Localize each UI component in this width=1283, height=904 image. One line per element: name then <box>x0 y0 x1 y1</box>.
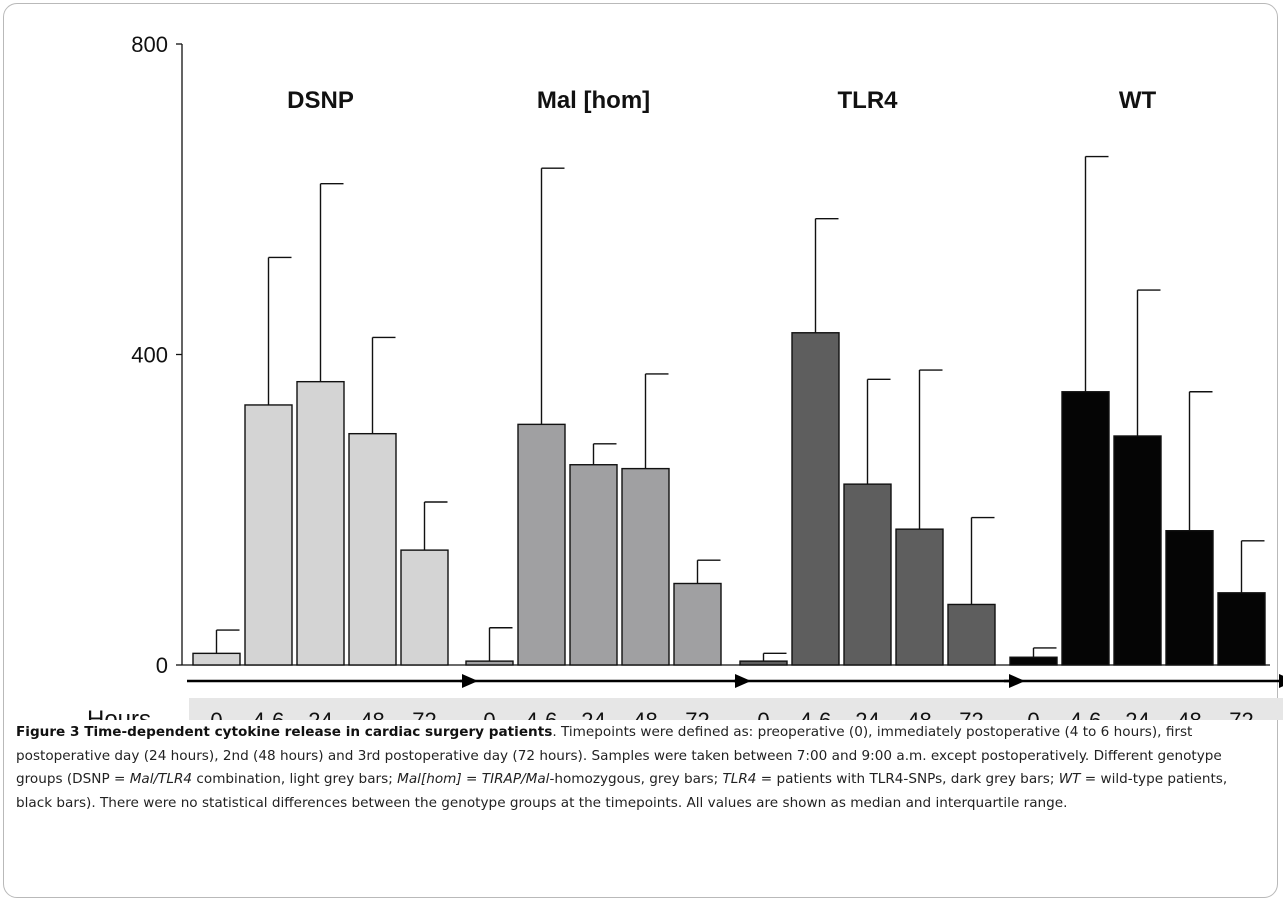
bar <box>621 467 670 666</box>
group-title: WT <box>1119 87 1157 114</box>
timepoint-box <box>462 698 753 720</box>
y-tick-label: 800 <box>131 32 168 57</box>
y-tick-label: 0 <box>156 653 168 678</box>
time-arrowhead <box>1279 674 1283 688</box>
timepoint-label: 72 <box>1229 708 1253 720</box>
bar <box>1113 435 1162 666</box>
timepoint-label: 48 <box>360 708 384 720</box>
timepoint-label: 4-6 <box>526 708 558 720</box>
group-title: DSNP <box>287 87 354 114</box>
bar <box>791 332 840 666</box>
timepoint-label: 0 <box>757 708 769 720</box>
caption-italic-4: TLR4 <box>722 771 757 787</box>
group-1: Mal [hom] 0 4-6 24 48 72 <box>460 87 753 720</box>
bar <box>400 549 449 666</box>
group-3: WT 0 4-6 24 48 72 <box>1004 87 1283 720</box>
bar <box>1061 391 1110 666</box>
caption-text-2: combination, light grey bars; <box>192 771 398 787</box>
bar <box>1009 656 1058 666</box>
bar <box>895 528 944 666</box>
timepoint-label: 24 <box>581 708 605 720</box>
timepoint-box <box>1006 698 1283 720</box>
caption-text-3: = <box>461 771 482 787</box>
timepoint-label: 24 <box>855 708 879 720</box>
group-title: Mal [hom] <box>537 87 650 114</box>
caption-italic-5: WT <box>1058 771 1081 787</box>
bar <box>517 423 566 666</box>
caption-text-1: . Timepoints were defined as: preoperati… <box>16 724 1222 787</box>
bar <box>348 432 397 666</box>
bar <box>947 603 996 666</box>
bar <box>673 582 722 666</box>
timepoint-box <box>736 698 1027 720</box>
timepoint-label: 4-6 <box>253 708 285 720</box>
caption-text-6: = wild-type patients, black bars). There… <box>16 771 1228 811</box>
timepoint-label: 0 <box>1027 708 1039 720</box>
caption-label: Figure 3 Time-dependent cytokine release… <box>16 724 553 740</box>
group-title: TLR4 <box>838 87 899 114</box>
bar <box>192 652 241 666</box>
timepoint-label: 72 <box>412 708 436 720</box>
timepoint-label: 0 <box>210 708 222 720</box>
bar <box>465 660 514 666</box>
timepoint-label: 72 <box>959 708 983 720</box>
timepoint-label: 24 <box>1125 708 1149 720</box>
bar-chart: 800 400 0 Hours DSNP 0 4-6 24 48 72 Mal [hom] 0 4-6… <box>87 32 1283 720</box>
timepoint-label: 72 <box>685 708 709 720</box>
bar <box>739 660 788 666</box>
bars: DSNP 0 4-6 24 48 72 Mal [hom] 0 4-6 24 48 72 TLR4 0 4-… <box>187 87 1283 720</box>
bar <box>1217 592 1266 666</box>
group-2: TLR4 0 4-6 24 48 72 <box>734 87 1027 720</box>
timepoint-label: 48 <box>907 708 931 720</box>
caption-italic-1: Mal/TLR4 <box>129 771 193 787</box>
timepoint-box <box>189 698 480 720</box>
timepoint-label: 48 <box>1177 708 1201 720</box>
bar <box>244 404 293 666</box>
bar <box>1165 530 1214 666</box>
bar <box>569 464 618 666</box>
x-axis-title: Hours <box>87 706 151 720</box>
caption-italic-2: Mal[hom] <box>397 771 462 787</box>
timepoint-label: 4-6 <box>1070 708 1102 720</box>
timepoint-label: 48 <box>633 708 657 720</box>
y-tick-label: 400 <box>131 343 168 368</box>
timepoint-label: 4-6 <box>800 708 832 720</box>
caption-italic-3: TIRAP/Mal <box>481 771 550 787</box>
figure-caption: Figure 3 Time-dependent cytokine release… <box>16 721 1266 815</box>
timepoint-label: 0 <box>483 708 495 720</box>
bar <box>843 483 892 666</box>
caption-text-4: -homozygous, grey bars; <box>549 771 723 787</box>
caption-text-5: = patients with TLR4-SNPs, dark grey bar… <box>756 771 1059 787</box>
bar <box>296 380 345 666</box>
group-0: DSNP 0 4-6 24 48 72 <box>187 87 480 720</box>
timepoint-label: 24 <box>308 708 332 720</box>
